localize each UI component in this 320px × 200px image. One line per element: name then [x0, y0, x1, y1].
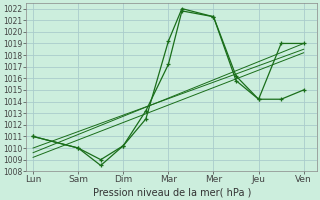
- X-axis label: Pression niveau de la mer( hPa ): Pression niveau de la mer( hPa ): [92, 187, 251, 197]
